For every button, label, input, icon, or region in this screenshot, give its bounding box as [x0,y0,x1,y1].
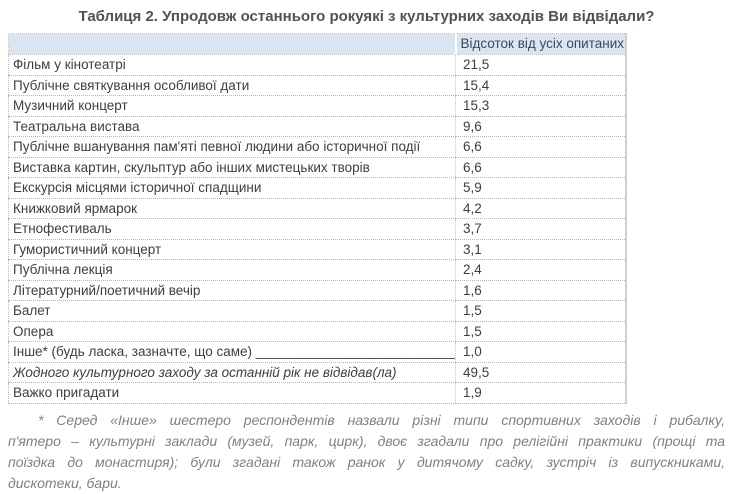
table-row: Жодного культурного заходу за останній р… [8,362,626,383]
empty-header-cell [8,33,456,55]
row-value: 15,4 [455,75,626,96]
row-label: Театральна вистава [8,116,456,137]
table-row: Інше* (будь ласка, зазначте, що саме) __… [8,341,626,363]
row-value: 49,5 [455,362,626,383]
row-label: Фільм у кінотеатрі [8,54,456,76]
row-label: Інше* (будь ласка, зазначте, що саме) __… [8,341,456,363]
row-label: Виставка картин, скульптур або інших мис… [8,157,456,178]
row-value: 1,9 [455,382,626,404]
table-row: Екскурсія місцями історичної спадщини 5,9 [8,177,626,199]
row-value: 6,6 [455,157,626,178]
row-label: Балет [8,300,456,322]
table-row: Виставка картин, скульптур або інших мис… [8,157,626,178]
row-value: 1,5 [455,300,626,322]
footnote-line: * Серед «Інше» шестеро респондентів назв… [38,411,725,428]
table-row: Публічне святкування особливої дати 15,4 [8,75,626,96]
footnote-line: поїздка до монастиря); були згадані тако… [8,453,725,470]
row-label: Літературний/поетичний вечір [8,280,456,301]
table-row: Фільм у кінотеатрі 21,5 [8,54,626,76]
table-row: Книжковий ярмарок 4,2 [8,198,626,219]
row-value: 15,3 [455,95,626,117]
value-column-header: Відсоток від усіх опитаних [454,33,626,55]
row-label: Екскурсія місцями історичної спадщини [8,177,456,199]
row-label: Публічна лекція [8,259,456,281]
row-value: 5,9 [455,177,626,199]
page-title: Таблиця 2. Упродовж останнього рокуякі з… [78,8,655,25]
row-value: 1,0 [455,341,626,363]
footnote-line: дискотеки, бари. [8,474,122,491]
table-row: Публічна лекція 2,4 [8,259,626,281]
row-label: Публічне вшанування пам'яті певної людин… [8,136,456,158]
results-table: Відсоток від усіх опитаних Фільм у кінот… [8,33,627,404]
footnote-line: п'ятеро – культурні заклади (музей, парк… [8,432,725,449]
row-label: Музичний концерт [8,95,456,117]
table-row: Музичний концерт 15,3 [8,95,626,117]
table-row: Важко пригадати 1,9 [8,382,626,404]
table-row: Театральна вистава 9,6 [8,116,626,137]
row-label: Гумористичний концерт [8,239,456,260]
row-label: Опера [8,321,456,342]
row-value: 3,1 [455,239,626,260]
row-value: 21,5 [455,54,626,76]
row-value: 6,6 [455,136,626,158]
table-row: Публічне вшанування пам'яті певної людин… [8,136,626,158]
table-row: Гумористичний концерт 3,1 [8,239,626,260]
row-value: 1,6 [455,280,626,301]
table-header-row: Відсоток від усіх опитаних [8,33,626,55]
row-label: Публічне святкування особливої дати [8,75,456,96]
row-value: 9,6 [455,116,626,137]
table-body: Фільм у кінотеатрі 21,5 Публічне святкуван… [8,54,626,404]
row-value: 4,2 [455,198,626,219]
row-value: 2,4 [455,259,626,281]
table-row: Опера 1,5 [8,321,626,342]
row-label: Жодного культурного заходу за останній р… [8,362,456,383]
row-label: Важко пригадати [8,382,456,404]
row-label: Етнофестиваль [8,218,456,240]
table-row: Етнофестиваль 3,7 [8,218,626,240]
row-value: 3,7 [455,218,626,240]
table-row: Балет 1,5 [8,300,626,322]
row-label: Книжковий ярмарок [8,198,456,219]
table-row: Літературний/поетичний вечір 1,6 [8,280,626,301]
row-value: 1,5 [455,321,626,342]
